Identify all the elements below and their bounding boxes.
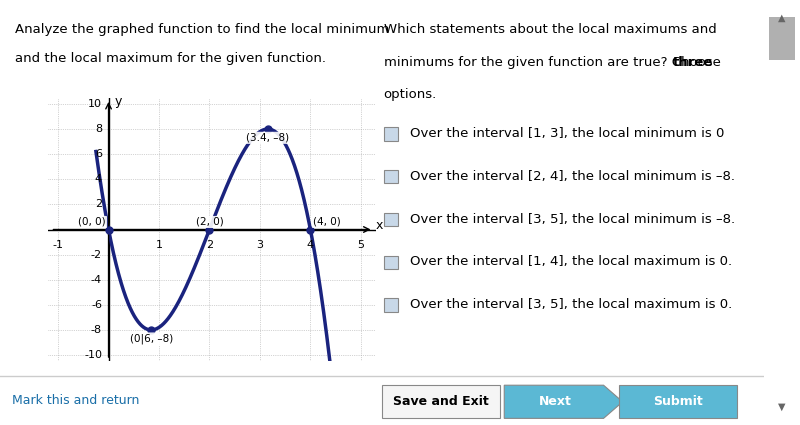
Text: 2: 2: [206, 240, 213, 250]
Text: Over the interval [1, 3], the local minimum is 0: Over the interval [1, 3], the local mini…: [410, 127, 724, 140]
Text: three: three: [673, 56, 713, 68]
Text: (4, 0): (4, 0): [313, 217, 341, 227]
Text: 6: 6: [95, 149, 102, 159]
Text: x: x: [376, 219, 383, 232]
FancyBboxPatch shape: [383, 127, 398, 141]
Text: -4: -4: [91, 275, 102, 285]
Text: options.: options.: [383, 88, 437, 101]
Text: 3: 3: [257, 240, 263, 250]
Text: 4: 4: [95, 174, 102, 184]
Text: (3.4, –8): (3.4, –8): [246, 133, 290, 143]
Text: y: y: [114, 95, 122, 108]
FancyBboxPatch shape: [382, 385, 501, 418]
Text: -1: -1: [53, 240, 63, 250]
Text: and the local maximum for the given function.: and the local maximum for the given func…: [15, 52, 326, 65]
Text: Over the interval [3, 5], the local maximum is 0.: Over the interval [3, 5], the local maxi…: [410, 298, 732, 311]
FancyBboxPatch shape: [383, 255, 398, 269]
FancyBboxPatch shape: [619, 385, 738, 418]
Text: Next: Next: [539, 395, 572, 408]
Text: ▲: ▲: [778, 13, 786, 23]
Text: 4: 4: [307, 240, 314, 250]
Text: (2, 0): (2, 0): [196, 217, 223, 227]
Text: Which statements about the local maximums and: Which statements about the local maximum…: [383, 23, 716, 37]
Text: Analyze the graphed function to find the local minimum: Analyze the graphed function to find the…: [15, 23, 390, 37]
FancyBboxPatch shape: [383, 170, 398, 184]
Text: minimums for the given function are true? Choose: minimums for the given function are true…: [383, 56, 725, 68]
FancyBboxPatch shape: [383, 298, 398, 312]
Text: Mark this and return: Mark this and return: [12, 394, 139, 407]
Text: 10: 10: [88, 99, 102, 109]
Text: Submit: Submit: [653, 395, 703, 408]
Text: 5: 5: [358, 240, 364, 250]
Text: -2: -2: [91, 249, 102, 260]
Text: Save and Exit: Save and Exit: [394, 395, 489, 408]
Text: 1: 1: [155, 240, 162, 250]
Text: -8: -8: [91, 325, 102, 335]
Polygon shape: [504, 385, 622, 418]
Text: Over the interval [1, 4], the local maximum is 0.: Over the interval [1, 4], the local maxi…: [410, 255, 732, 269]
Text: Over the interval [3, 5], the local minimum is –8.: Over the interval [3, 5], the local mini…: [410, 212, 735, 226]
Text: -10: -10: [84, 350, 102, 360]
FancyBboxPatch shape: [770, 17, 794, 60]
FancyBboxPatch shape: [383, 212, 398, 226]
Text: ▼: ▼: [778, 402, 786, 412]
Text: 8: 8: [95, 124, 102, 134]
Text: Over the interval [2, 4], the local minimum is –8.: Over the interval [2, 4], the local mini…: [410, 170, 735, 183]
Text: 2: 2: [95, 199, 102, 210]
Text: -6: -6: [91, 300, 102, 310]
Text: (0, 0): (0, 0): [78, 217, 106, 227]
Text: (0|6, –8): (0|6, –8): [130, 334, 173, 344]
